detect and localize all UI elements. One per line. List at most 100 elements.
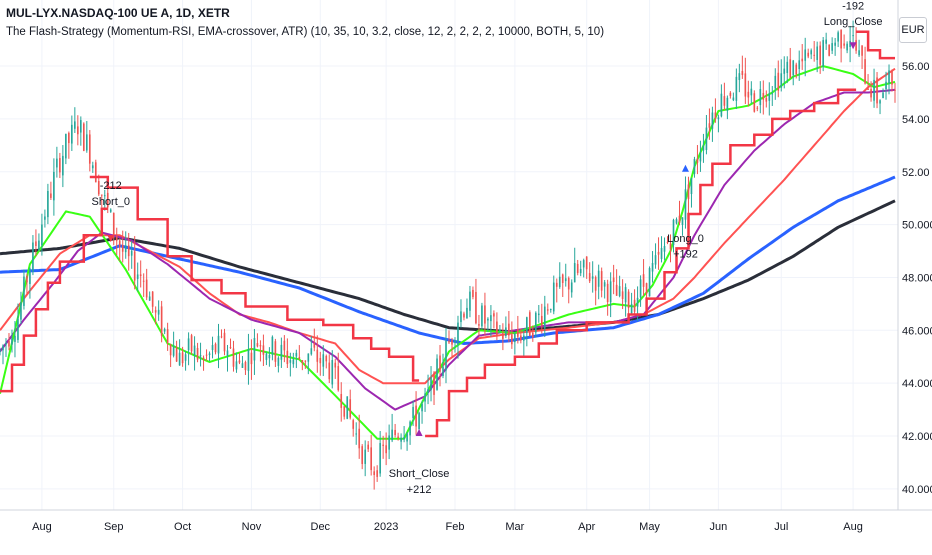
candle-body — [41, 224, 43, 246]
candle-body — [280, 344, 283, 360]
candle-body — [624, 287, 627, 303]
candle-body — [262, 345, 265, 355]
candle-body — [774, 75, 777, 89]
candle-body — [0, 349, 1, 352]
candle-body — [250, 352, 253, 365]
candle-body — [849, 40, 851, 47]
candle-body — [181, 352, 184, 364]
candle-body — [669, 243, 672, 250]
candle-body — [469, 291, 471, 311]
candle-body — [484, 305, 486, 324]
trailing-stop-long-2 — [425, 88, 857, 438]
candle-body — [606, 283, 609, 303]
candle-body — [876, 77, 878, 104]
symbol-title: MUL-LYX.NASDAQ-100 UE A, 1D, XETR — [6, 6, 230, 20]
candle-body — [388, 435, 390, 450]
candle-body — [759, 89, 762, 106]
candle-body — [466, 307, 468, 319]
candle-body — [894, 89, 896, 91]
candle-body — [678, 215, 681, 223]
candle-body — [597, 270, 600, 287]
candle-body — [376, 470, 378, 477]
candle-body — [756, 107, 759, 109]
candle-body — [534, 312, 537, 333]
candle-body — [409, 421, 411, 436]
candle-body — [259, 345, 262, 347]
y-tick-label: 42.000 — [902, 431, 932, 443]
candle-body — [699, 152, 702, 162]
candle-body — [729, 92, 732, 97]
candle-body — [502, 333, 504, 339]
candle-body — [528, 312, 531, 336]
candle-body — [564, 278, 567, 282]
candle-body — [127, 245, 130, 257]
candle-body — [274, 341, 277, 362]
candle-body — [142, 280, 145, 282]
candle-body — [696, 158, 699, 163]
candle-body — [68, 132, 70, 144]
y-tick-label: 44.000 — [902, 378, 932, 390]
candle-body — [208, 353, 211, 355]
candle-body — [91, 165, 94, 169]
signal-label: Short_Close — [389, 468, 450, 480]
candle-body — [406, 433, 408, 442]
candle-body — [265, 353, 268, 360]
y-tick-label: 56.00 — [902, 61, 930, 73]
candle-body — [810, 50, 813, 55]
candle-body — [804, 49, 807, 61]
candle-body — [328, 362, 331, 380]
candle-body — [433, 372, 435, 395]
candle-body — [23, 276, 25, 306]
candle-body — [244, 362, 247, 371]
candle-body — [879, 100, 881, 104]
candle-body — [361, 446, 364, 464]
y-tick-label: 46.000 — [902, 325, 932, 337]
candle-body — [295, 352, 298, 357]
candle-body — [232, 348, 235, 367]
candle-body — [172, 345, 175, 356]
candle-body — [35, 241, 37, 246]
candle-body — [331, 360, 334, 385]
candle-body — [852, 35, 854, 37]
candle-body — [609, 281, 612, 303]
candle-body — [5, 342, 7, 345]
currency-button[interactable]: EUR — [899, 17, 927, 43]
candle-body — [493, 313, 495, 317]
candle-body — [382, 444, 384, 446]
candle-body — [241, 363, 244, 368]
candle-body — [187, 338, 190, 351]
candle-body — [753, 93, 756, 112]
candle-body — [882, 92, 884, 98]
candle-body — [217, 335, 220, 354]
candle-body — [660, 247, 663, 259]
candle-body — [59, 158, 61, 173]
candle-body — [29, 268, 31, 284]
x-tick-label: Jul — [774, 521, 788, 533]
candle-body — [523, 335, 525, 341]
candle-body — [828, 44, 830, 56]
candle-body — [648, 268, 651, 297]
candle-body — [121, 244, 124, 252]
candle-body — [178, 352, 181, 366]
candle-body — [370, 447, 372, 471]
candle-body — [831, 43, 833, 51]
candle-body — [400, 437, 402, 442]
candle-body — [310, 348, 313, 355]
x-tick-label: May — [639, 521, 660, 533]
candle-body — [211, 345, 214, 351]
candle-body — [816, 46, 819, 60]
candle-body — [840, 30, 842, 49]
candle-body — [543, 306, 546, 329]
candle-body — [792, 60, 795, 76]
candle-body — [193, 345, 196, 356]
indicator-title[interactable]: The Flash-Strategy (Momentum-RSI, EMA-cr… — [6, 26, 605, 38]
candle-body — [445, 340, 447, 371]
candle-body — [253, 337, 256, 361]
candle-body — [226, 350, 229, 357]
candle-body — [762, 92, 765, 100]
candle-body — [199, 355, 202, 357]
candle-body — [430, 377, 432, 391]
candle-body — [289, 360, 292, 363]
